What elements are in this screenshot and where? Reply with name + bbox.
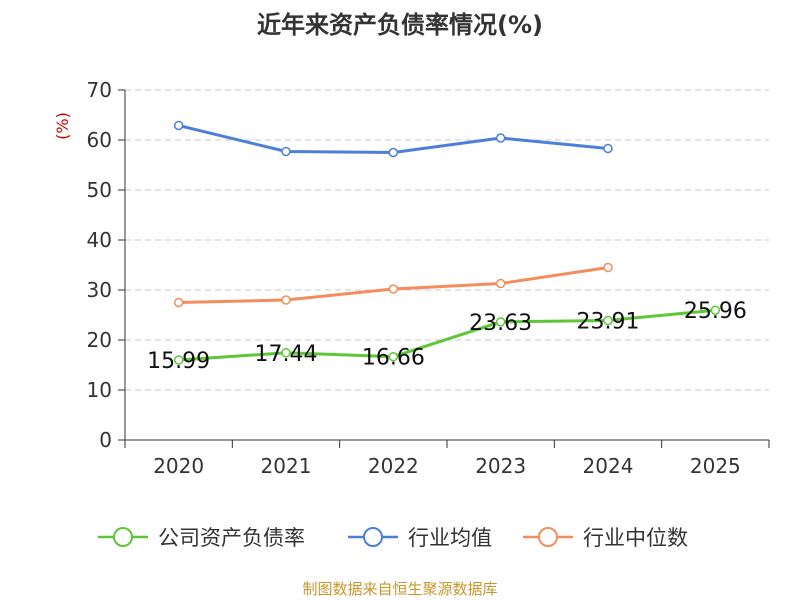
x-tick-label: 2024 [583,454,634,478]
y-tick-label: 0 [99,428,112,452]
legend-item[interactable]: 行业中位数 [523,526,688,550]
data-point [495,133,506,143]
data-point [710,305,721,315]
data-label: 15.99 [147,349,210,374]
x-tick-label: 2022 [368,454,419,478]
data-point [388,351,399,362]
legend-item[interactable]: 行业均值 [348,526,492,550]
legend[interactable]: 公司资产负债率 行业均值 行业中位数 [98,526,688,550]
series-layer: 15.99 17.44 16.66 23.63 23.91 25.96 [147,120,747,374]
data-point [281,295,291,305]
data-point [388,147,399,158]
data-point [495,317,506,327]
y-tick-label: 70 [87,78,112,102]
x-tick-label: 2021 [261,454,312,478]
y-tick-label: 30 [87,278,112,302]
source-note: 制图数据来自恒生聚源数据库 [302,580,497,598]
y-tick-label: 50 [87,178,112,202]
data-label: 17.44 [255,342,318,367]
data-point [495,278,506,289]
data-label: 25.96 [684,299,747,324]
data-label: 23.63 [469,311,532,336]
y-axis-label: (%) [53,112,72,140]
y-tick-label: 40 [87,228,112,252]
data-point [603,315,613,326]
data-point [603,262,613,273]
data-point [173,120,184,131]
x-tick-label: 2020 [153,454,204,478]
x-tick-label: 2025 [690,454,741,478]
data-point [173,355,184,365]
y-tick-label: 60 [87,128,112,152]
data-label: 16.66 [362,346,425,371]
y-tick-label: 10 [87,378,112,402]
legend-marker [538,527,558,547]
axes: 0 10 20 30 40 50 60 70 2020 2021 2022 2023 2024 2025 [87,78,770,478]
data-point [603,143,613,154]
data-point [173,297,184,308]
x-tick-label: 2023 [475,454,526,478]
legend-marker [113,527,133,547]
legend-label: 行业均值 [408,526,492,550]
legend-label: 公司资产负债率 [158,526,305,550]
data-point [388,284,399,294]
chart-title: 近年来资产负债率情况(%) [257,11,543,39]
series-line [178,308,716,362]
legend-item[interactable]: 公司资产负债率 [98,526,305,550]
data-label: 23.91 [577,309,640,334]
legend-marker [363,527,383,547]
legend-label: 行业中位数 [583,526,688,550]
data-point [281,348,291,358]
data-point [281,146,291,157]
y-tick-label: 20 [87,328,112,352]
